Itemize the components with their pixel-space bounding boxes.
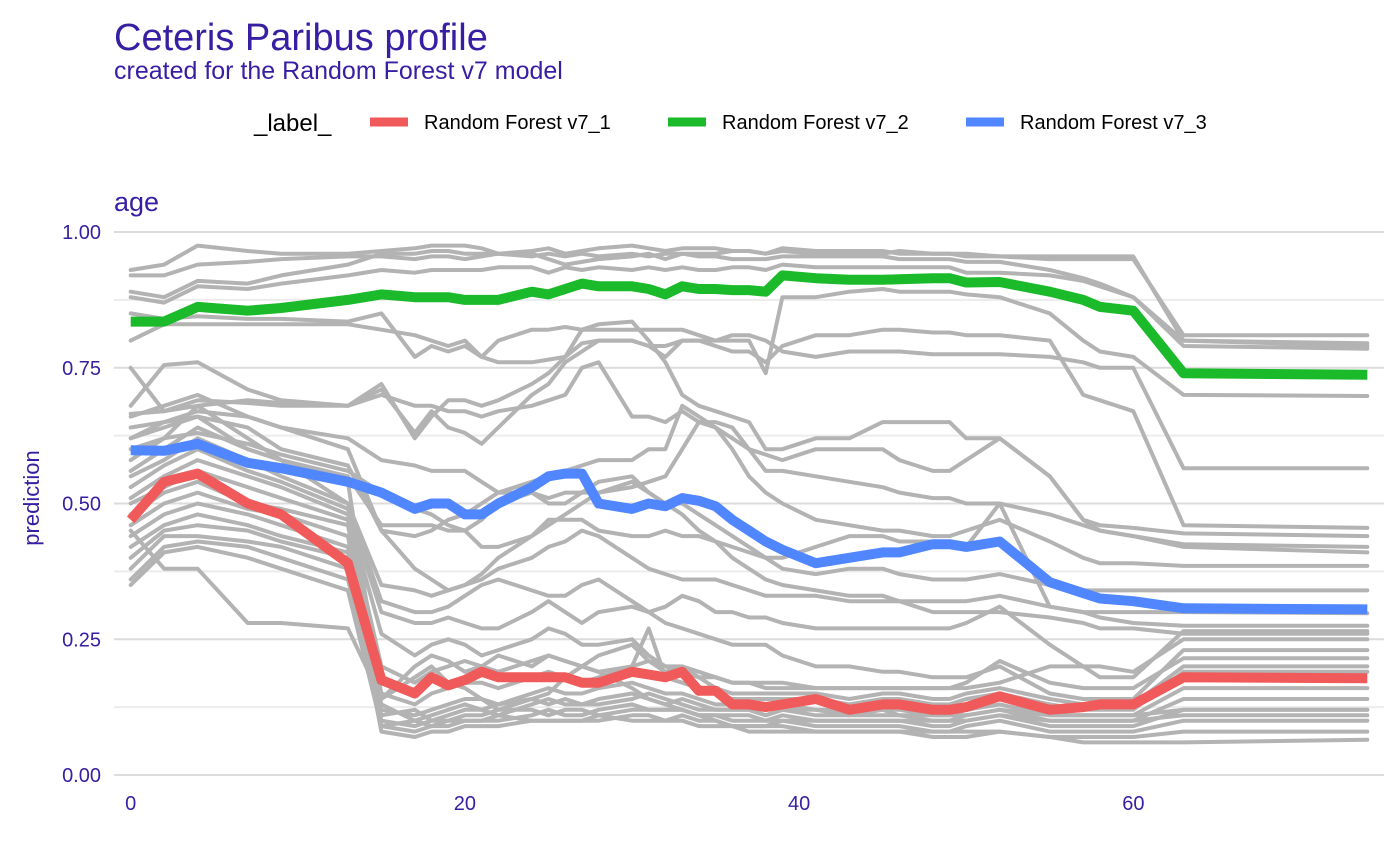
- legend-label-1: Random Forest v7_1: [424, 112, 611, 134]
- background-profile-line: [128, 262, 1370, 346]
- x-axis-ticks: 0 20 40 60: [125, 793, 1144, 815]
- profile-line-1: [126, 468, 1368, 715]
- background-profile-line: [128, 534, 1370, 723]
- profile-line-3: [130, 438, 1368, 615]
- background-profile-line: [128, 468, 1370, 707]
- legend-label-3: Random Forest v7_3: [1020, 112, 1207, 134]
- x-tick-label: 40: [788, 793, 810, 815]
- legend: _label_ Random Forest v7_1 Random Forest…: [253, 110, 1207, 137]
- legend-item-3: Random Forest v7_3: [966, 112, 1207, 134]
- y-axis-ticks: 0.00 0.25 0.50 0.75 1.00: [62, 222, 101, 787]
- background-profiles: [128, 243, 1370, 745]
- background-profile-line: [128, 458, 1370, 691]
- background-profile-line: [128, 414, 1370, 745]
- background-profile-line: [128, 249, 1370, 348]
- background-profile-line: [128, 447, 1370, 701]
- y-tick-label: 1.00: [62, 222, 101, 244]
- background-profile-line: [128, 409, 1370, 555]
- background-profile-line: [128, 249, 1370, 351]
- background-profile-line: [128, 322, 1370, 471]
- x-tick-label: 20: [454, 793, 476, 815]
- background-profile-line: [128, 319, 1370, 539]
- x-tick-label: 60: [1122, 793, 1144, 815]
- x-tick-label: 0: [125, 793, 136, 815]
- profile-line-2: [130, 270, 1368, 380]
- y-tick-label: 0.75: [62, 358, 101, 380]
- background-profile-line: [128, 243, 1370, 338]
- legend-item-2: Random Forest v7_2: [668, 112, 909, 134]
- background-profile-line: [128, 425, 1370, 628]
- background-profile-line: [128, 403, 1370, 568]
- legend-label-2: Random Forest v7_2: [722, 112, 909, 134]
- y-tick-label: 0.25: [62, 629, 101, 651]
- chart-subtitle: created for the Random Forest v7 model: [114, 57, 563, 85]
- chart-title: Ceteris Paribus profile: [114, 17, 488, 59]
- background-profile-line: [128, 479, 1370, 712]
- background-profile-line: [128, 528, 1370, 701]
- background-profile-line: [128, 544, 1370, 739]
- main-profiles: [126, 270, 1368, 715]
- background-profile-line: [128, 403, 1370, 616]
- y-axis-label: prediction: [19, 450, 44, 545]
- background-profile-line: [128, 436, 1370, 680]
- y-tick-label: 0.50: [62, 494, 101, 516]
- background-profile-line: [128, 360, 1370, 549]
- legend-title: _label_: [253, 110, 332, 137]
- background-profile-line: [128, 539, 1370, 723]
- background-profile-line: [128, 392, 1370, 636]
- background-profile-line: [128, 523, 1370, 739]
- facet-label: age: [114, 187, 159, 217]
- y-tick-label: 0.00: [62, 765, 101, 787]
- legend-item-1: Random Forest v7_1: [370, 112, 611, 134]
- background-profile-line: [128, 287, 1370, 398]
